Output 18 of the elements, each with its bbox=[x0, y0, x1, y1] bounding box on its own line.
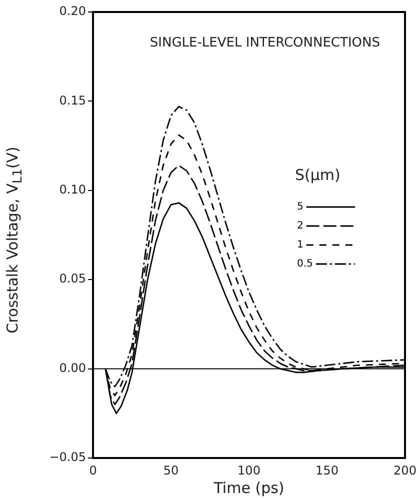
legend-title: S(μm) bbox=[295, 166, 340, 184]
y-tick-label: 0.00 bbox=[59, 360, 86, 375]
x-tick-label: 50 bbox=[163, 463, 179, 478]
y-tick-label: 0.05 bbox=[59, 272, 86, 286]
legend-label: 2 bbox=[297, 220, 304, 232]
y-tick-label: 0.10 bbox=[59, 182, 86, 197]
y-tick-label: 0.20 bbox=[59, 4, 86, 18]
x-tick-label: 200 bbox=[394, 463, 416, 478]
annotation: SINGLE-LEVEL INTERCONNECTIONS bbox=[150, 35, 380, 50]
x-axis-title: Time (ps) bbox=[212, 478, 284, 497]
legend-label: 1 bbox=[297, 240, 304, 251]
y-tick-label: −0.05 bbox=[49, 450, 86, 464]
legend-label: 5 bbox=[297, 202, 304, 213]
legend-label: 0.5 bbox=[297, 258, 313, 270]
x-tick-label: 150 bbox=[316, 463, 338, 478]
x-tick-label: 100 bbox=[238, 463, 260, 478]
x-tick-label: 0 bbox=[89, 463, 97, 478]
y-tick-label: 0.15 bbox=[59, 93, 86, 108]
